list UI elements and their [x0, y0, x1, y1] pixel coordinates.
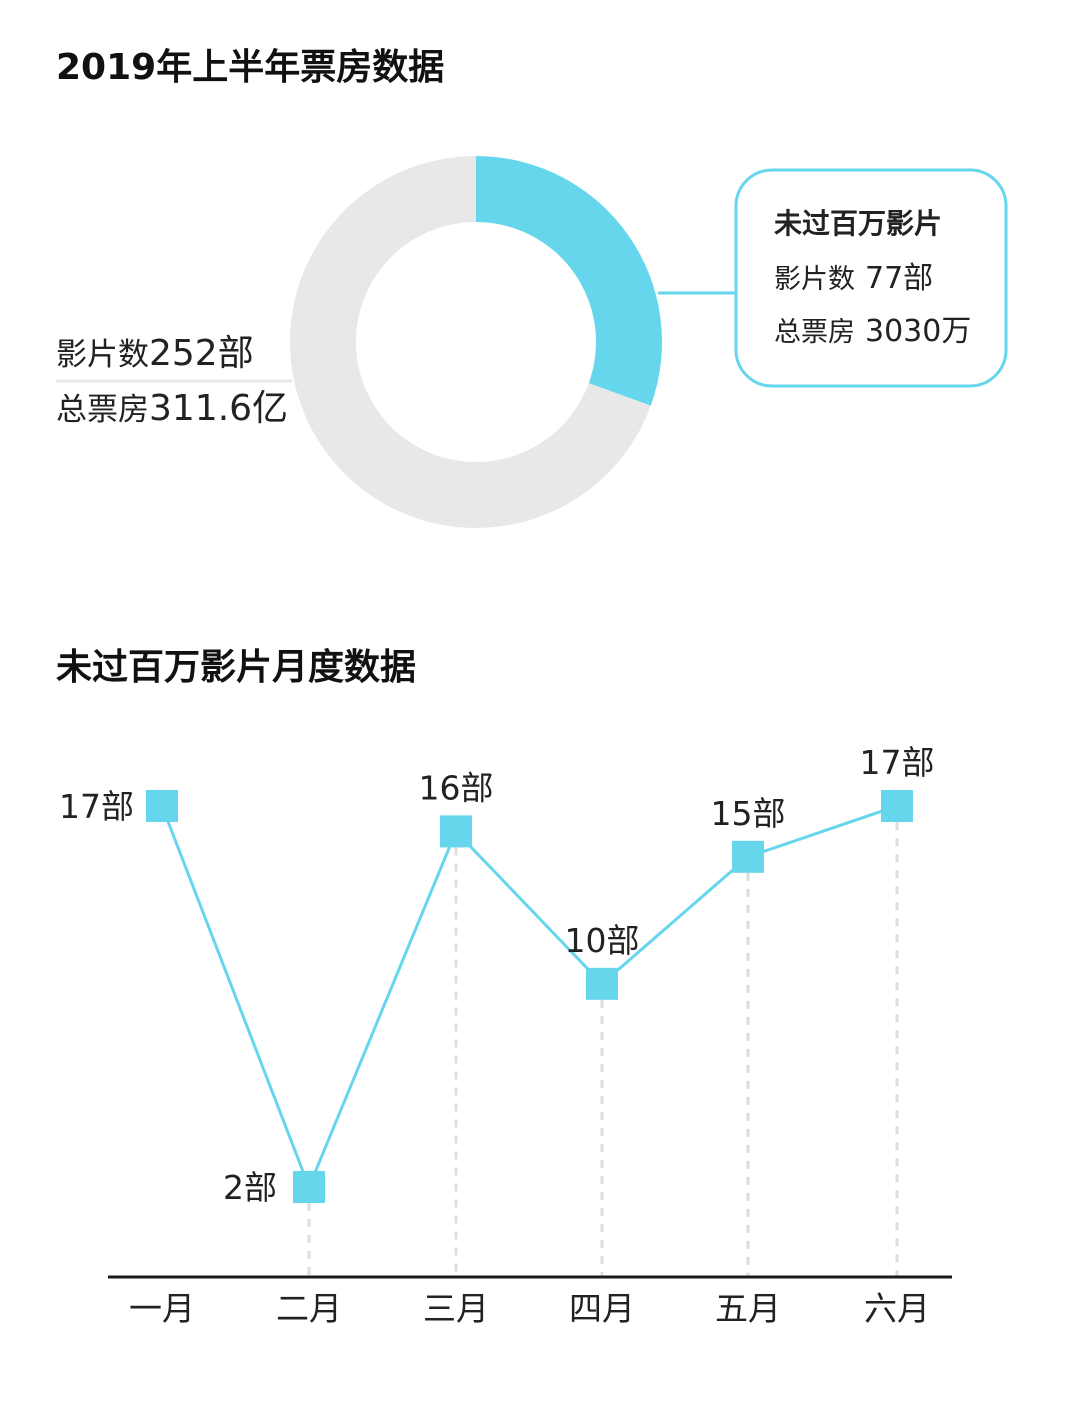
data-label-1: 17部	[59, 787, 134, 826]
callout-films-value: 77部	[865, 261, 933, 296]
data-label-4: 10部	[565, 921, 640, 960]
data-label-6: 17部	[860, 743, 935, 782]
total-box-text: 总票房311.6亿	[56, 388, 288, 429]
x-tick-label-2: 二月	[276, 1289, 342, 1328]
total-films-text: 影片数252部	[56, 333, 254, 374]
total-films-value: 252部	[149, 333, 254, 374]
series-line	[160, 804, 898, 1192]
donut-slice-under-million	[476, 156, 662, 406]
total-box-label: 总票房	[56, 392, 149, 428]
total-box-value: 311.6亿	[149, 388, 288, 429]
callout-films: 影片数 77部	[774, 261, 933, 296]
donut-slice-rest	[290, 156, 651, 528]
callout-films-label: 影片数	[774, 264, 855, 295]
marker-5	[732, 840, 764, 873]
overview-title: 2019年上半年票房数据	[56, 47, 445, 88]
line-chart: 17部 2部 16部 10部 15部 17部 一月 二月 三月 四月 五月 六月	[59, 743, 952, 1328]
marker-4	[586, 967, 618, 1000]
x-tick-label-3: 三月	[423, 1289, 489, 1328]
donut-chart	[290, 156, 662, 528]
x-tick-label-6: 六月	[864, 1289, 930, 1328]
data-label-3: 16部	[419, 768, 494, 807]
callout-box-value: 3030万	[865, 314, 971, 349]
donut-callout: 未过百万影片 影片数 77部 总票房 3030万	[658, 168, 1008, 388]
total-films-label: 影片数	[56, 337, 149, 373]
marker-2	[293, 1171, 325, 1203]
x-tick-label-1: 一月	[129, 1289, 195, 1328]
callout-box	[734, 168, 1008, 388]
data-label-5: 15部	[711, 794, 786, 833]
callout-title: 未过百万影片	[774, 207, 942, 240]
callout-box-office: 总票房 3030万	[774, 314, 971, 349]
marker-6	[881, 790, 913, 822]
x-tick-label-5: 五月	[715, 1289, 781, 1328]
monthly-title: 未过百万影片月度数据	[56, 647, 417, 688]
x-tick-label-4: 四月	[569, 1289, 635, 1328]
marker-1	[146, 790, 178, 822]
data-label-2: 2部	[223, 1168, 277, 1207]
callout-box-label: 总票房	[774, 317, 855, 348]
marker-3	[440, 815, 472, 848]
donut-total-labels: 影片数252部 总票房311.6亿	[56, 333, 292, 429]
